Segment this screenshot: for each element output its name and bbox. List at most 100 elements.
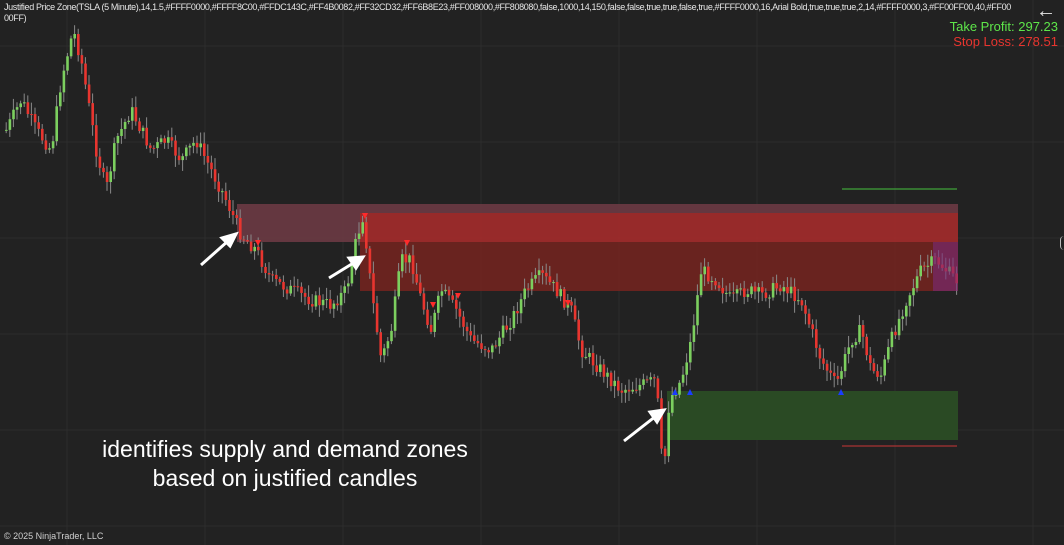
down-candle bbox=[41, 128, 44, 141]
supply-zone-1 bbox=[360, 213, 958, 242]
down-candle bbox=[800, 300, 804, 306]
down-candle bbox=[231, 210, 235, 216]
up-candle bbox=[66, 56, 69, 71]
up-candle bbox=[537, 270, 541, 276]
up-candle bbox=[325, 299, 328, 301]
up-candle bbox=[347, 283, 350, 287]
panel-edge-handle[interactable] bbox=[1060, 236, 1064, 250]
up-candle bbox=[440, 291, 444, 296]
down-candle bbox=[555, 282, 559, 297]
up-candle bbox=[797, 300, 800, 302]
up-candle bbox=[624, 389, 627, 393]
caption-line-1: identifies supply and demand zones bbox=[102, 436, 468, 462]
down-candle bbox=[285, 289, 289, 294]
down-candle bbox=[329, 299, 332, 309]
arrow-1 bbox=[200, 239, 229, 267]
down-candle bbox=[825, 363, 829, 371]
up-candle bbox=[253, 246, 256, 252]
down-candle bbox=[779, 288, 782, 292]
up-candle bbox=[681, 374, 685, 383]
down-candle bbox=[152, 147, 156, 149]
up-candle bbox=[606, 372, 609, 377]
up-candle bbox=[509, 328, 512, 330]
down-candle bbox=[541, 270, 544, 273]
up-candle bbox=[559, 289, 562, 297]
buy-signal-marker bbox=[672, 389, 678, 395]
down-candle bbox=[829, 370, 832, 373]
down-candle bbox=[239, 217, 242, 240]
down-candle bbox=[451, 295, 454, 300]
down-candle bbox=[714, 281, 717, 286]
down-candle bbox=[195, 142, 199, 148]
up-candle bbox=[185, 147, 188, 157]
down-candle bbox=[311, 304, 314, 307]
up-candle bbox=[599, 364, 602, 372]
up-candle bbox=[523, 288, 526, 300]
down-candle bbox=[815, 329, 818, 348]
up-candle bbox=[674, 394, 678, 396]
up-candle bbox=[926, 265, 930, 267]
down-candle bbox=[145, 127, 148, 146]
arrow-3 bbox=[623, 414, 657, 443]
up-candle bbox=[699, 274, 703, 296]
up-candle bbox=[782, 287, 786, 292]
up-candle bbox=[696, 295, 699, 326]
up-candle bbox=[314, 295, 318, 307]
annotation-arrows bbox=[200, 231, 667, 443]
arrow-left-icon[interactable]: ← bbox=[1036, 0, 1056, 22]
down-candle bbox=[87, 84, 91, 104]
up-candle bbox=[757, 287, 760, 292]
up-candle bbox=[361, 222, 364, 234]
up-candle bbox=[746, 294, 750, 297]
down-candle bbox=[177, 155, 181, 161]
up-candle bbox=[768, 297, 771, 299]
down-candle bbox=[548, 276, 552, 283]
up-candle bbox=[739, 288, 742, 290]
up-candle bbox=[692, 325, 696, 342]
up-candle bbox=[897, 318, 901, 336]
down-candle bbox=[379, 332, 382, 356]
up-candle bbox=[357, 233, 361, 239]
down-candle bbox=[249, 241, 253, 252]
down-candle bbox=[303, 292, 307, 297]
down-candle bbox=[105, 172, 109, 183]
up-candle bbox=[613, 380, 616, 387]
up-candle bbox=[15, 107, 19, 110]
down-candle bbox=[163, 138, 166, 143]
up-candle bbox=[332, 303, 336, 309]
down-candle bbox=[786, 287, 789, 294]
down-candle bbox=[836, 376, 840, 379]
down-candle bbox=[743, 288, 746, 297]
up-candle bbox=[854, 342, 858, 346]
up-candle bbox=[59, 92, 62, 107]
down-candle bbox=[307, 296, 310, 305]
up-candle bbox=[725, 292, 728, 294]
down-candle bbox=[149, 145, 152, 148]
up-candle bbox=[771, 283, 775, 298]
up-candle bbox=[901, 316, 904, 319]
down-candle bbox=[717, 285, 721, 288]
down-candle bbox=[242, 239, 246, 241]
down-candle bbox=[30, 114, 33, 116]
down-candle bbox=[462, 316, 465, 327]
up-candle bbox=[221, 191, 224, 193]
up-candle bbox=[141, 127, 145, 132]
down-candle bbox=[570, 301, 573, 306]
down-candle bbox=[228, 199, 231, 211]
up-candle bbox=[116, 135, 120, 144]
down-candle bbox=[465, 326, 469, 332]
down-candle bbox=[426, 309, 429, 325]
down-candle bbox=[487, 350, 490, 353]
down-candle bbox=[581, 340, 584, 358]
down-candle bbox=[645, 379, 649, 381]
down-candle bbox=[732, 292, 735, 294]
up-candle bbox=[710, 281, 714, 283]
up-candle bbox=[890, 331, 894, 348]
candles bbox=[5, 25, 958, 465]
up-candle bbox=[498, 337, 501, 347]
up-candle bbox=[23, 102, 26, 104]
up-candle bbox=[321, 299, 325, 306]
up-candle bbox=[703, 266, 706, 275]
up-candle bbox=[905, 305, 908, 317]
